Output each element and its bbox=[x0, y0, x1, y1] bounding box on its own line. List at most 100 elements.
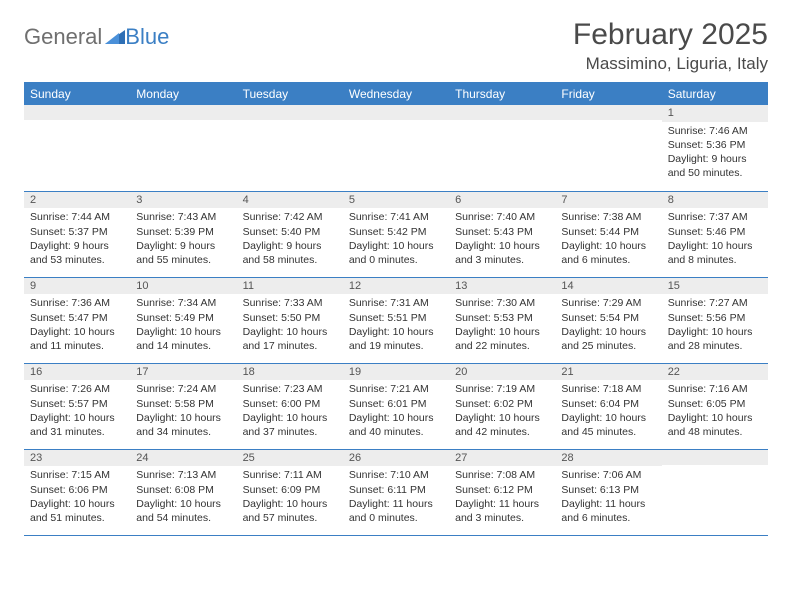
day-line: Sunrise: 7:34 AM bbox=[136, 296, 230, 310]
calendar-cell: 3Sunrise: 7:43 AMSunset: 5:39 PMDaylight… bbox=[130, 191, 236, 277]
day-number: 25 bbox=[237, 450, 343, 467]
day-header: Monday bbox=[130, 83, 236, 106]
calendar-cell: 27Sunrise: 7:08 AMSunset: 6:12 PMDayligh… bbox=[449, 449, 555, 535]
calendar-cell: 17Sunrise: 7:24 AMSunset: 5:58 PMDayligh… bbox=[130, 363, 236, 449]
day-line: Sunset: 5:53 PM bbox=[455, 311, 549, 325]
day-line: Sunrise: 7:24 AM bbox=[136, 382, 230, 396]
day-line: Sunrise: 7:27 AM bbox=[668, 296, 762, 310]
day-number: 8 bbox=[662, 192, 768, 209]
calendar-cell bbox=[662, 449, 768, 535]
day-line: Sunset: 6:11 PM bbox=[349, 483, 443, 497]
day-number: 21 bbox=[555, 364, 661, 381]
day-line: Sunset: 6:01 PM bbox=[349, 397, 443, 411]
day-line: Daylight: 10 hours and 28 minutes. bbox=[668, 325, 762, 353]
day-line: Sunrise: 7:18 AM bbox=[561, 382, 655, 396]
day-content: Sunrise: 7:23 AMSunset: 6:00 PMDaylight:… bbox=[237, 380, 343, 443]
day-line: Sunrise: 7:43 AM bbox=[136, 210, 230, 224]
day-content: Sunrise: 7:36 AMSunset: 5:47 PMDaylight:… bbox=[24, 294, 130, 357]
day-line: Daylight: 9 hours and 53 minutes. bbox=[30, 239, 124, 267]
day-number: 26 bbox=[343, 450, 449, 467]
calendar-cell bbox=[24, 105, 130, 191]
brand-logo: General Blue bbox=[24, 24, 169, 50]
day-content: Sunrise: 7:33 AMSunset: 5:50 PMDaylight:… bbox=[237, 294, 343, 357]
calendar-cell bbox=[343, 105, 449, 191]
calendar-table: Sunday Monday Tuesday Wednesday Thursday… bbox=[24, 82, 768, 536]
day-number bbox=[555, 105, 661, 120]
day-line: Daylight: 11 hours and 0 minutes. bbox=[349, 497, 443, 525]
day-content: Sunrise: 7:10 AMSunset: 6:11 PMDaylight:… bbox=[343, 466, 449, 529]
calendar-cell: 24Sunrise: 7:13 AMSunset: 6:08 PMDayligh… bbox=[130, 449, 236, 535]
day-line: Daylight: 10 hours and 0 minutes. bbox=[349, 239, 443, 267]
day-line: Daylight: 10 hours and 31 minutes. bbox=[30, 411, 124, 439]
day-number: 7 bbox=[555, 192, 661, 209]
day-line: Sunset: 5:40 PM bbox=[243, 225, 337, 239]
day-line: Sunrise: 7:33 AM bbox=[243, 296, 337, 310]
day-line: Daylight: 10 hours and 57 minutes. bbox=[243, 497, 337, 525]
title-block: February 2025 Massimino, Liguria, Italy bbox=[573, 18, 768, 74]
day-line: Sunrise: 7:08 AM bbox=[455, 468, 549, 482]
calendar-cell: 12Sunrise: 7:31 AMSunset: 5:51 PMDayligh… bbox=[343, 277, 449, 363]
day-line: Sunset: 5:46 PM bbox=[668, 225, 762, 239]
day-content: Sunrise: 7:21 AMSunset: 6:01 PMDaylight:… bbox=[343, 380, 449, 443]
calendar-cell bbox=[555, 105, 661, 191]
day-line: Sunrise: 7:26 AM bbox=[30, 382, 124, 396]
day-line: Daylight: 9 hours and 50 minutes. bbox=[668, 152, 762, 180]
calendar-cell: 5Sunrise: 7:41 AMSunset: 5:42 PMDaylight… bbox=[343, 191, 449, 277]
day-number: 23 bbox=[24, 450, 130, 467]
calendar-cell: 14Sunrise: 7:29 AMSunset: 5:54 PMDayligh… bbox=[555, 277, 661, 363]
day-content: Sunrise: 7:16 AMSunset: 6:05 PMDaylight:… bbox=[662, 380, 768, 443]
day-content: Sunrise: 7:31 AMSunset: 5:51 PMDaylight:… bbox=[343, 294, 449, 357]
day-header: Wednesday bbox=[343, 83, 449, 106]
day-content bbox=[24, 120, 130, 126]
day-number bbox=[237, 105, 343, 120]
calendar-cell: 23Sunrise: 7:15 AMSunset: 6:06 PMDayligh… bbox=[24, 449, 130, 535]
day-line: Daylight: 10 hours and 8 minutes. bbox=[668, 239, 762, 267]
day-content: Sunrise: 7:38 AMSunset: 5:44 PMDaylight:… bbox=[555, 208, 661, 271]
day-number: 27 bbox=[449, 450, 555, 467]
day-number bbox=[130, 105, 236, 120]
calendar-cell: 4Sunrise: 7:42 AMSunset: 5:40 PMDaylight… bbox=[237, 191, 343, 277]
day-line: Sunrise: 7:19 AM bbox=[455, 382, 549, 396]
calendar-cell: 2Sunrise: 7:44 AMSunset: 5:37 PMDaylight… bbox=[24, 191, 130, 277]
day-number: 10 bbox=[130, 278, 236, 295]
day-content: Sunrise: 7:15 AMSunset: 6:06 PMDaylight:… bbox=[24, 466, 130, 529]
week-row: 16Sunrise: 7:26 AMSunset: 5:57 PMDayligh… bbox=[24, 363, 768, 449]
day-number: 18 bbox=[237, 364, 343, 381]
calendar-cell: 8Sunrise: 7:37 AMSunset: 5:46 PMDaylight… bbox=[662, 191, 768, 277]
day-number: 22 bbox=[662, 364, 768, 381]
day-content: Sunrise: 7:41 AMSunset: 5:42 PMDaylight:… bbox=[343, 208, 449, 271]
day-content bbox=[343, 120, 449, 126]
day-line: Daylight: 10 hours and 40 minutes. bbox=[349, 411, 443, 439]
day-number: 3 bbox=[130, 192, 236, 209]
calendar-cell bbox=[130, 105, 236, 191]
day-line: Daylight: 10 hours and 3 minutes. bbox=[455, 239, 549, 267]
day-content: Sunrise: 7:19 AMSunset: 6:02 PMDaylight:… bbox=[449, 380, 555, 443]
day-line: Sunrise: 7:16 AM bbox=[668, 382, 762, 396]
day-line: Daylight: 10 hours and 34 minutes. bbox=[136, 411, 230, 439]
day-line: Sunrise: 7:10 AM bbox=[349, 468, 443, 482]
calendar-cell: 11Sunrise: 7:33 AMSunset: 5:50 PMDayligh… bbox=[237, 277, 343, 363]
day-header: Tuesday bbox=[237, 83, 343, 106]
day-line: Sunrise: 7:44 AM bbox=[30, 210, 124, 224]
brand-triangle-icon bbox=[102, 24, 125, 50]
day-content: Sunrise: 7:08 AMSunset: 6:12 PMDaylight:… bbox=[449, 466, 555, 529]
day-line: Sunrise: 7:30 AM bbox=[455, 296, 549, 310]
calendar-cell bbox=[237, 105, 343, 191]
day-line: Sunset: 6:12 PM bbox=[455, 483, 549, 497]
day-number: 4 bbox=[237, 192, 343, 209]
day-line: Daylight: 10 hours and 51 minutes. bbox=[30, 497, 124, 525]
day-line: Sunrise: 7:38 AM bbox=[561, 210, 655, 224]
day-line: Daylight: 10 hours and 45 minutes. bbox=[561, 411, 655, 439]
calendar-cell: 20Sunrise: 7:19 AMSunset: 6:02 PMDayligh… bbox=[449, 363, 555, 449]
day-content bbox=[237, 120, 343, 126]
calendar-cell: 10Sunrise: 7:34 AMSunset: 5:49 PMDayligh… bbox=[130, 277, 236, 363]
day-line: Daylight: 11 hours and 3 minutes. bbox=[455, 497, 549, 525]
day-number: 16 bbox=[24, 364, 130, 381]
day-line: Sunset: 5:47 PM bbox=[30, 311, 124, 325]
calendar-cell: 7Sunrise: 7:38 AMSunset: 5:44 PMDaylight… bbox=[555, 191, 661, 277]
day-line: Sunrise: 7:13 AM bbox=[136, 468, 230, 482]
day-line: Sunset: 5:43 PM bbox=[455, 225, 549, 239]
calendar-cell: 9Sunrise: 7:36 AMSunset: 5:47 PMDaylight… bbox=[24, 277, 130, 363]
day-line: Sunrise: 7:23 AM bbox=[243, 382, 337, 396]
calendar-cell: 21Sunrise: 7:18 AMSunset: 6:04 PMDayligh… bbox=[555, 363, 661, 449]
